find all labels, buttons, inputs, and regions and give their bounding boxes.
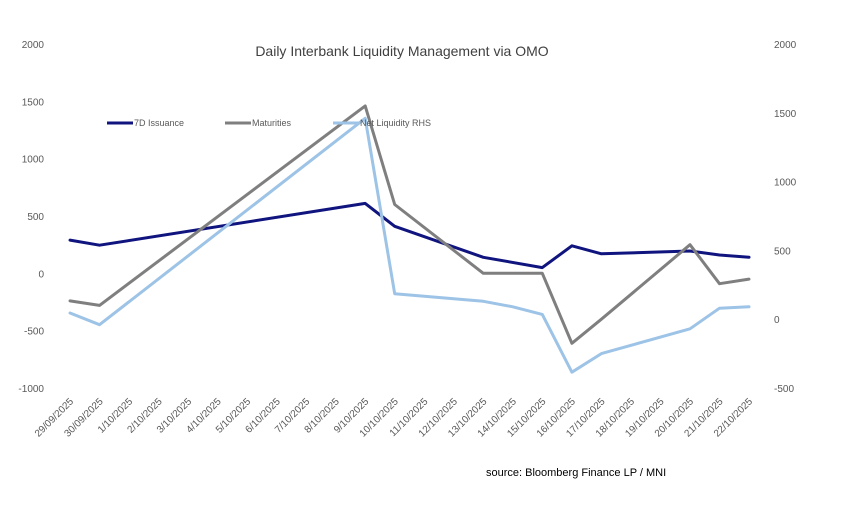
y-left-tick-label: 2000: [22, 40, 45, 51]
y-left-tick-label: -500: [24, 327, 44, 338]
y-right-tick-label: 1000: [774, 178, 797, 189]
y-axis-left: 2000 1500 1000 500 0 -500 -1000: [18, 40, 44, 395]
chart-title: Daily Interbank Liquidity Management via…: [255, 43, 548, 59]
y-right-tick-label: 2000: [774, 40, 797, 51]
y-left-tick-label: 500: [27, 212, 44, 223]
source-note: source: Bloomberg Finance LP / MNI: [486, 467, 666, 479]
y-left-tick-label: 1000: [22, 155, 45, 166]
y-right-tick-label: -500: [774, 384, 794, 395]
y-left-tick-label: 1500: [22, 97, 45, 108]
series-line-net-liquidity-rhs: [68, 116, 751, 374]
legend-label: Maturities: [252, 118, 292, 128]
y-left-tick-label: 0: [38, 269, 44, 280]
y-axis-right: 2000 1500 1000 500 0 -500: [774, 40, 797, 395]
series-line-7d-issuance: [68, 201, 751, 270]
y-right-tick-label: 1500: [774, 109, 797, 120]
series-line-maturities: [68, 104, 751, 345]
y-right-tick-label: 0: [774, 315, 780, 326]
x-axis: 29/09/202530/09/20251/10/20252/10/20253/…: [33, 396, 755, 439]
legend: 7D Issuance Maturities Net Liquidity RHS: [107, 118, 431, 128]
legend-label: 7D Issuance: [134, 118, 184, 128]
y-left-tick-label: -1000: [18, 384, 44, 395]
legend-label: Net Liquidity RHS: [360, 118, 431, 128]
series-group: [68, 104, 751, 374]
y-right-tick-label: 500: [774, 246, 791, 257]
